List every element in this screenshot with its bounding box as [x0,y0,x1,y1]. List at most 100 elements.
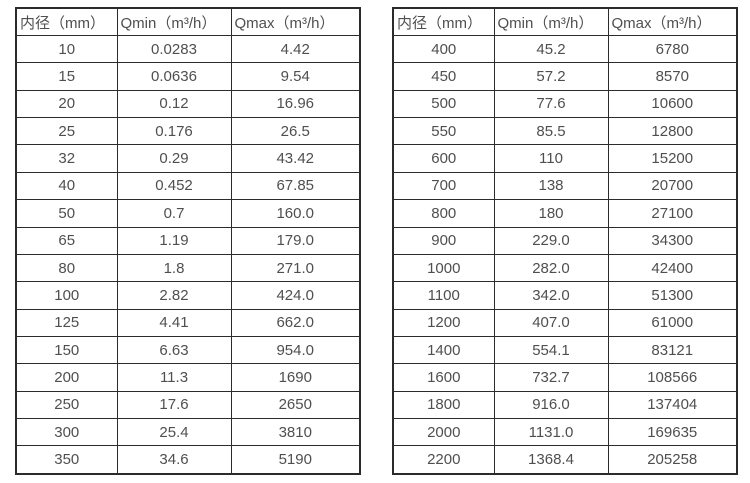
cell-qmin: 2.82 [116,281,232,310]
cell-diameter: 550 [392,117,495,146]
flow-table-small-diameter: 内径（mm） Qmin（m³/h） Qmax（m³/h） 10 0.0283 4.4… [15,7,361,475]
cell-qmax: 9.54 [230,62,361,91]
table-row: 350 34.6 5190 [15,445,361,475]
table-row: 250 17.6 2650 [15,390,361,420]
cell-qmax: 8570 [607,62,738,91]
cell-qmax: 20700 [607,171,738,201]
table-row: 125 4.41 662.0 [15,308,361,337]
cell-diameter: 10 [15,34,118,64]
table-row: 700 138 20700 [392,171,738,201]
table-row: 600 110 15200 [392,144,738,173]
cell-qmin: 1368.4 [493,445,609,475]
cell-qmin: 0.0636 [116,62,232,91]
cell-qmax: 43.42 [230,144,361,173]
cell-qmin: 916.0 [493,390,609,420]
cell-qmin: 0.12 [116,89,232,119]
cell-qmax: 12800 [607,117,738,146]
cell-qmin: 229.0 [493,226,609,255]
cell-qmax: 1690 [230,363,361,392]
cell-qmax: 6780 [607,34,738,64]
column-header-qmin: Qmin（m³/h） [116,7,232,36]
cell-diameter: 350 [15,445,118,475]
table-row: 400 45.2 6780 [392,34,738,64]
table-row: 100 2.82 424.0 [15,281,361,310]
column-header-diameter: 内径（mm） [15,7,118,36]
cell-qmin: 0.176 [116,117,232,146]
cell-qmax: 662.0 [230,308,361,337]
table-row: 2200 1368.4 205258 [392,445,738,475]
cell-diameter: 150 [15,335,118,365]
table-row: 150 6.63 954.0 [15,335,361,365]
cell-diameter: 100 [15,281,118,310]
cell-qmax: 179.0 [230,226,361,255]
cell-qmax: 169635 [607,418,738,447]
table-row: 1400 554.1 83121 [392,335,738,365]
table-row: 200 11.3 1690 [15,363,361,392]
table-row: 1100 342.0 51300 [392,281,738,310]
table-row: 900 229.0 34300 [392,226,738,255]
table-row: 1000 282.0 42400 [392,253,738,283]
table-row: 50 0.7 160.0 [15,199,361,228]
cell-qmax: 42400 [607,253,738,283]
cell-qmax: 271.0 [230,253,361,283]
cell-qmax: 954.0 [230,335,361,365]
cell-qmax: 137404 [607,390,738,420]
table-row: 300 25.4 3810 [15,418,361,447]
cell-qmax: 2650 [230,390,361,420]
cell-qmin: 138 [493,171,609,201]
table-row: 10 0.0283 4.42 [15,34,361,64]
cell-qmin: 0.452 [116,171,232,201]
table-row: 20 0.12 16.96 [15,89,361,119]
cell-qmin: 0.0283 [116,34,232,64]
cell-qmin: 6.63 [116,335,232,365]
cell-qmin: 407.0 [493,308,609,337]
cell-diameter: 500 [392,89,495,119]
table-row: 1600 732.7 108566 [392,363,738,392]
cell-qmax: 51300 [607,281,738,310]
cell-diameter: 1800 [392,390,495,420]
header-row: 内径（mm） Qmin（m³/h） Qmax（m³/h） [392,7,738,36]
cell-qmin: 45.2 [493,34,609,64]
table-row: 1800 916.0 137404 [392,390,738,420]
cell-diameter: 40 [15,171,118,201]
column-header-qmax: Qmax（m³/h） [230,7,361,36]
cell-diameter: 300 [15,418,118,447]
cell-qmax: 83121 [607,335,738,365]
cell-qmin: 57.2 [493,62,609,91]
cell-qmin: 17.6 [116,390,232,420]
column-header-qmax: Qmax（m³/h） [607,7,738,36]
cell-diameter: 700 [392,171,495,201]
cell-qmax: 27100 [607,199,738,228]
cell-diameter: 1200 [392,308,495,337]
cell-diameter: 2000 [392,418,495,447]
cell-diameter: 200 [15,363,118,392]
cell-qmax: 67.85 [230,171,361,201]
header-row: 内径（mm） Qmin（m³/h） Qmax（m³/h） [15,7,361,36]
table-row: 80 1.8 271.0 [15,253,361,283]
cell-diameter: 25 [15,117,118,146]
cell-diameter: 800 [392,199,495,228]
cell-diameter: 400 [392,34,495,64]
cell-diameter: 15 [15,62,118,91]
cell-qmin: 180 [493,199,609,228]
table-row: 2000 1131.0 169635 [392,418,738,447]
cell-qmin: 0.29 [116,144,232,173]
cell-diameter: 1400 [392,335,495,365]
cell-qmin: 25.4 [116,418,232,447]
cell-qmax: 5190 [230,445,361,475]
cell-qmax: 34300 [607,226,738,255]
cell-qmax: 61000 [607,308,738,337]
cell-qmin: 0.7 [116,199,232,228]
cell-diameter: 1600 [392,363,495,392]
table-row: 15 0.0636 9.54 [15,62,361,91]
cell-qmax: 10600 [607,89,738,119]
table-row: 450 57.2 8570 [392,62,738,91]
cell-diameter: 20 [15,89,118,119]
cell-diameter: 900 [392,226,495,255]
table-row: 500 77.6 10600 [392,89,738,119]
cell-diameter: 600 [392,144,495,173]
table-row: 32 0.29 43.42 [15,144,361,173]
table-row: 25 0.176 26.5 [15,117,361,146]
table-row: 550 85.5 12800 [392,117,738,146]
